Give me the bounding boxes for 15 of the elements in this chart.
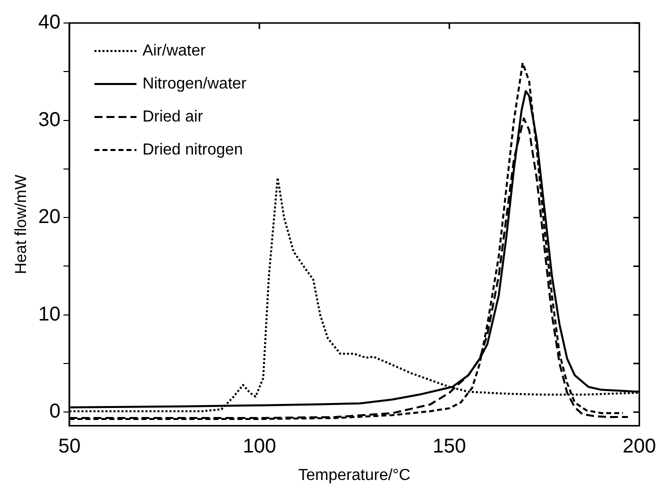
legend-label: Dried nitrogen [142, 141, 243, 158]
x-tick-label: 100 [242, 435, 276, 458]
x-tick-label: 200 [622, 435, 656, 458]
legend-label: Nitrogen/water [142, 75, 248, 92]
y-axis-title: Heat flow/mW [13, 174, 30, 274]
y-tick-label: 40 [38, 12, 60, 34]
legend-label: Air/water [142, 42, 206, 60]
y-tick-label: 30 [38, 108, 60, 131]
legend-label: Dried air [142, 108, 204, 126]
y-tick-label: 0 [49, 400, 60, 423]
x-tick-label: 50 [58, 435, 81, 458]
y-tick-label: 20 [38, 206, 60, 228]
x-tick-label: 150 [432, 435, 466, 458]
x-axis-title: Temperature/°C [298, 466, 410, 484]
y-tick-label: 10 [38, 303, 60, 326]
